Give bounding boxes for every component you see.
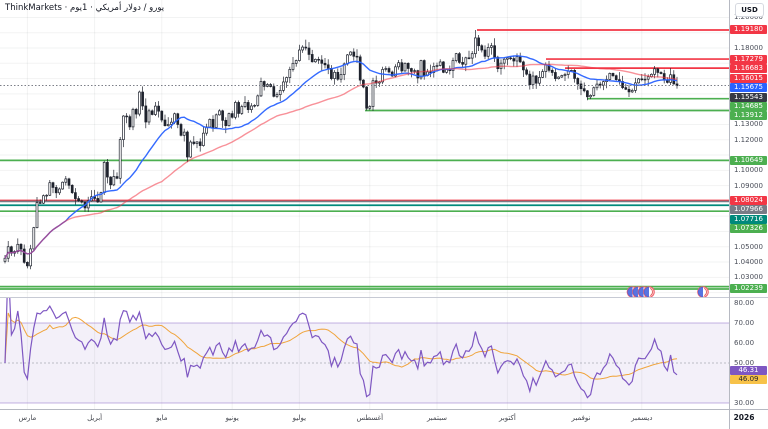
month-label[interactable]: نوفمبر: [571, 414, 591, 422]
rsi-pane: [0, 298, 729, 404]
price-badge: 1.13912: [730, 111, 767, 121]
price-badge: 1.02239: [730, 284, 767, 294]
ma-20-line: [4, 55, 678, 259]
month-label[interactable]: يونيو: [225, 414, 239, 422]
price-badge: 1.07716: [730, 214, 767, 224]
price-tick-label: 1.20000: [734, 13, 763, 22]
rsi-tick-label: 50.00: [734, 359, 755, 367]
ma-50-line: [4, 63, 678, 259]
price-badge: 1.19180: [730, 25, 767, 35]
rsi-tick-label: 60.00: [734, 339, 755, 347]
month-label[interactable]: مايو: [156, 414, 168, 422]
price-badge: 46.09: [730, 375, 767, 385]
currency-button[interactable]: USD: [735, 3, 764, 17]
price-tick-label: 1.05000: [734, 242, 763, 251]
month-label[interactable]: أكتوبر: [498, 414, 516, 422]
price-tick-label: 1.12000: [734, 135, 763, 144]
price-tick-label: 1.09000: [734, 181, 763, 190]
symbol-title[interactable]: يورو / دولار أمريكي · 1يوم · ThinkMarket…: [5, 3, 165, 13]
month-label[interactable]: أبريل: [87, 414, 103, 422]
price-tick-label: 1.18000: [734, 44, 763, 53]
month-label[interactable]: سبتمبر: [426, 414, 448, 422]
month-label[interactable]: يوليو: [292, 414, 307, 422]
month-label[interactable]: ديسمبر: [631, 414, 653, 422]
price-badge: 1.15543: [730, 92, 767, 102]
price-badge: 1.16683: [730, 63, 767, 73]
price-badge: 1.16015: [730, 73, 767, 83]
moving-averages: [4, 55, 678, 259]
price-badge: 1.14685: [730, 102, 767, 112]
price-tick-label: 1.10000: [734, 166, 763, 175]
price-badge: 1.17279: [730, 54, 767, 64]
candlestick-series[interactable]: [3, 29, 679, 270]
price-tick-label: 1.04000: [734, 258, 763, 267]
price-badge: 1.07326: [730, 224, 767, 234]
rsi-tick-label: 30.00: [734, 399, 755, 407]
price-badge: 46.31: [730, 365, 767, 375]
price-badge: 1.15675: [730, 83, 767, 93]
price-tick-label: 1.13000: [734, 120, 763, 129]
price-badge: 1.08024: [730, 196, 767, 206]
rsi-line: [4, 298, 678, 399]
price-badge: 1.10649: [730, 155, 767, 165]
price-tick-label: 1.03000: [734, 273, 763, 282]
month-label[interactable]: أغسطس: [356, 414, 384, 422]
rsi-tick-label: 80.00: [734, 299, 755, 307]
month-label[interactable]: مارس: [18, 414, 37, 422]
rsi-tick-label: 70.00: [734, 319, 755, 327]
year-label[interactable]: 2026: [733, 413, 755, 422]
price-badge: 1.07966: [730, 205, 767, 215]
